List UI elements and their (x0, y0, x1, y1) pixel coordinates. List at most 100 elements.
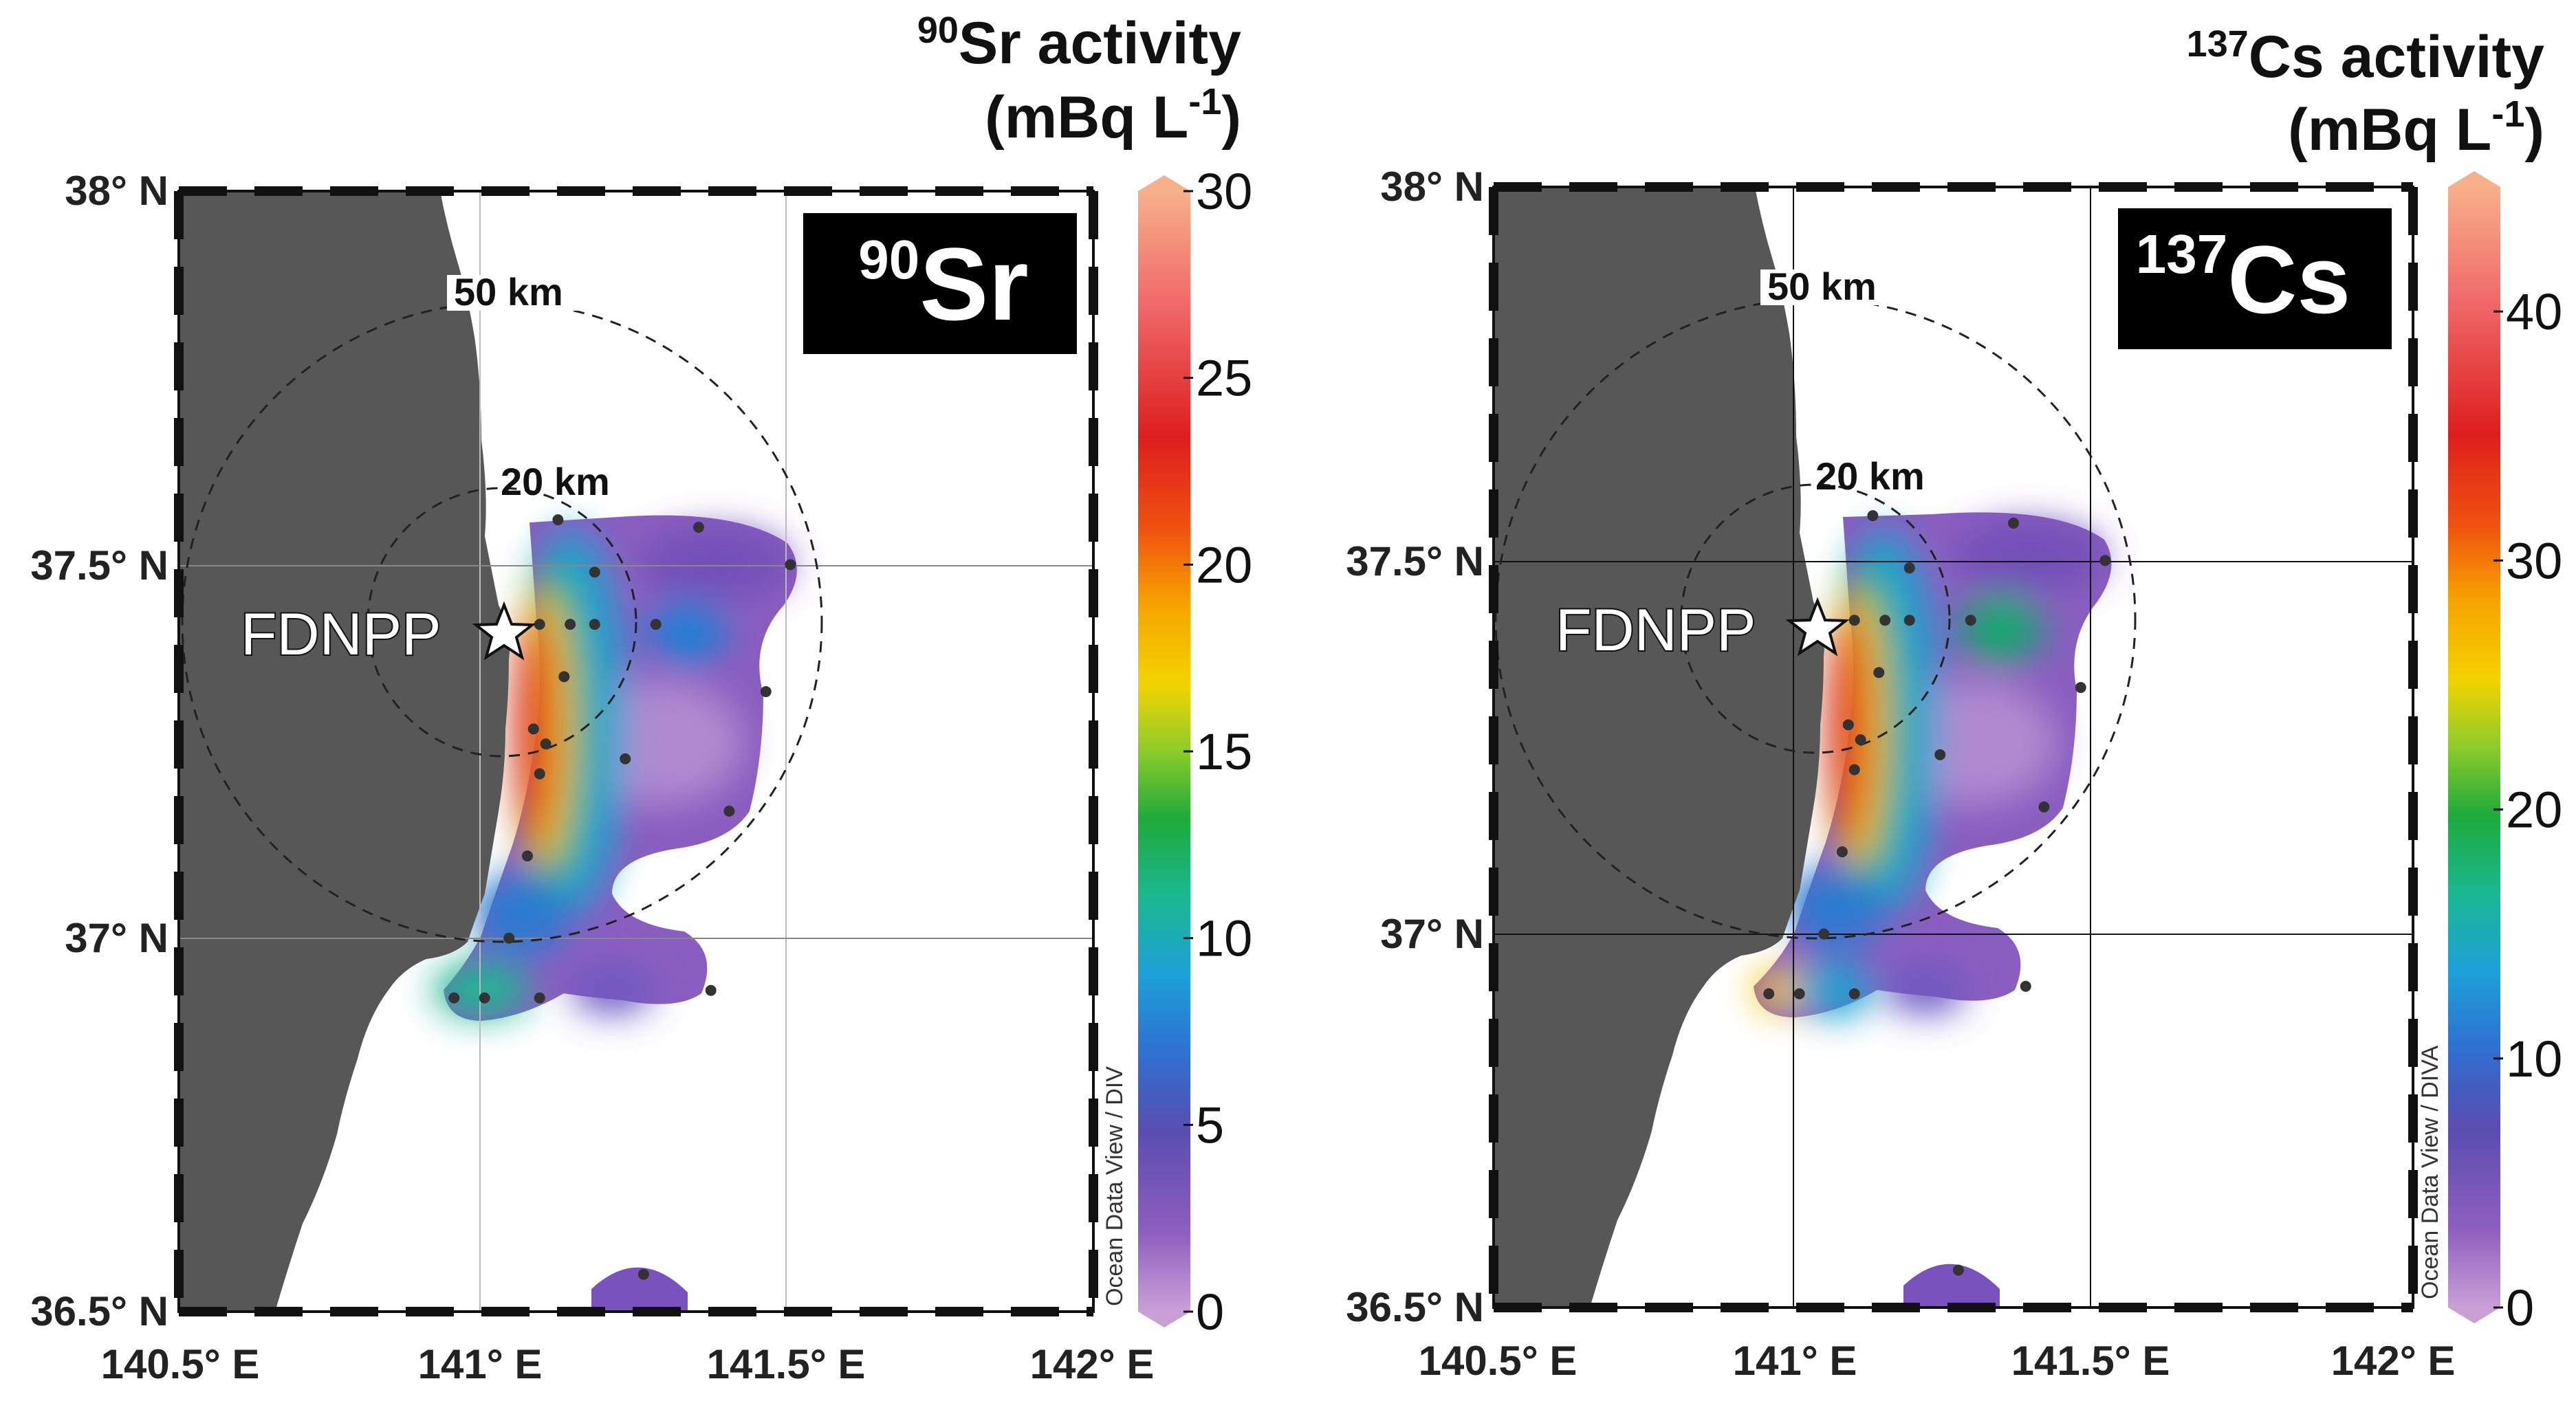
station-dot (1965, 615, 1976, 626)
station-dot (1867, 510, 1879, 522)
ring-50km-label: 50 km (454, 270, 563, 313)
station-dot (534, 768, 545, 780)
station-dot (1848, 988, 1860, 1000)
lon-label-142: 142° E (2331, 1338, 2456, 1384)
lon-label-141-5: 141.5° E (707, 1341, 866, 1387)
station-dot (1763, 988, 1775, 1000)
station-dot (2099, 555, 2111, 566)
station-dot (565, 619, 576, 630)
station-dot (521, 850, 533, 862)
station-dot (479, 992, 490, 1004)
credit: Ocean Data View / DIVA (2417, 1046, 2443, 1299)
stations (448, 514, 796, 1280)
colorbar-tick-label: 0 (1196, 1283, 1224, 1341)
station-dot (2007, 518, 2019, 529)
station-dot (637, 1268, 649, 1280)
lon-label-141-5: 141.5° E (2011, 1338, 2170, 1384)
station-dot (620, 753, 631, 764)
badge-label: 90Sr (858, 226, 1028, 342)
station-dot (2020, 980, 2031, 992)
station-dot (2038, 801, 2050, 813)
station-dot (503, 932, 515, 944)
station-dot (589, 566, 600, 578)
colorbar-tick-label: 0 (2506, 1279, 2534, 1336)
plant-label: FDNPP (1556, 597, 1756, 663)
ring-20km-label: 20 km (501, 460, 610, 503)
colorbar-tick-label: 10 (2506, 1030, 2562, 1088)
lon-label-142: 142° E (1030, 1341, 1155, 1387)
activity-field (1754, 512, 2112, 1308)
station-dot (1848, 615, 1860, 626)
lat-label-36-5: 36.5° N (1346, 1284, 1484, 1330)
cb-title-line2: (mBq L-1) (2288, 93, 2544, 163)
frame-ticks (1489, 182, 2418, 1312)
lat-label-36-5: 36.5° N (30, 1288, 168, 1334)
station-dot (760, 686, 772, 698)
ring-50km-label: 50 km (1767, 265, 1877, 308)
ring-20km (1680, 483, 1951, 754)
station-dot (534, 619, 545, 630)
activity-field (433, 515, 797, 1313)
badge (803, 213, 1077, 354)
map-sr: 50 km 20 km FDNPP 90Sr 38° N 37.5° N (30, 168, 1154, 1387)
station-dot (785, 559, 796, 571)
lon-label-140-5: 140.5° E (1419, 1338, 1578, 1384)
station-dot (723, 805, 735, 817)
lat-label-37-5: 37.5° N (30, 542, 168, 588)
stations (1763, 510, 2111, 1276)
credit: Ocean Data View / DIV (1102, 1066, 1128, 1306)
badge-label: 137Cs (2136, 223, 2350, 333)
lon-label-141: 141° E (1733, 1338, 1857, 1384)
station-dot (1848, 764, 1860, 775)
station-dot (650, 619, 662, 630)
colorbar-tick-label: 25 (1196, 350, 1252, 407)
graticule (179, 191, 1093, 1312)
station-dot (1793, 988, 1805, 1000)
colorbar-tick-label: 15 (1196, 723, 1252, 780)
map-cs: 50 km 20 km FDNPP 137Cs 38° N 37.5° N 37… (1346, 164, 2455, 1384)
lat-label-38: 38° N (1380, 164, 1484, 210)
panel-cs: 137Cs activity (mBq L-1) (1346, 23, 2562, 1384)
station-dot (1952, 1264, 1964, 1276)
colorbar-cs: 0 10 20 30 40 (2448, 171, 2562, 1336)
ring-20km (367, 487, 637, 758)
colorbar-tick-label: 20 (2506, 782, 2562, 839)
colorbar-tick-label: 40 (2506, 283, 2562, 340)
plant-label: FDNPP (241, 602, 441, 668)
station-dot (448, 992, 460, 1004)
cb-title-line2: (mBq L-1) (985, 81, 1241, 151)
station-dot (1836, 846, 1848, 858)
colorbar-tick-label: 20 (1196, 536, 1252, 593)
graticule (1494, 187, 2413, 1308)
station-dot (1903, 615, 1915, 626)
station-dot (527, 723, 539, 735)
station-dot (552, 514, 564, 526)
panel-sr: 90Sr activity (mBq L-1) (30, 10, 1252, 1387)
station-dot (692, 522, 704, 533)
station-dot (1842, 719, 1854, 731)
colorbar-tick-label: 30 (2506, 532, 2562, 589)
plant-star-icon (472, 601, 536, 661)
station-dot (2075, 682, 2086, 694)
lon-label-141: 141° E (418, 1341, 543, 1387)
colorbar-tick-label: 30 (1196, 163, 1252, 220)
station-dot (558, 671, 570, 683)
station-dot (1855, 734, 1866, 746)
frame-ticks (174, 186, 1098, 1316)
colorbar-tick-label: 5 (1196, 1096, 1224, 1154)
station-dot (705, 984, 717, 996)
land (1494, 187, 1824, 1308)
colorbar-tick-label: 10 (1196, 910, 1252, 967)
colorbar-sr: 0 5 10 15 20 25 30 (1138, 163, 1252, 1341)
station-dot (1934, 749, 1946, 760)
station-dot (1873, 667, 1885, 679)
lon-label-140-5: 140.5° E (101, 1341, 260, 1387)
lat-label-38: 38° N (65, 168, 168, 214)
cb-title-line1: 137Cs activity (2187, 23, 2544, 90)
lat-label-37: 37° N (65, 915, 168, 961)
station-dot (540, 738, 552, 750)
badge (2118, 208, 2392, 349)
ring-20km-label: 20 km (1815, 454, 1925, 498)
cb-title-line1: 90Sr activity (917, 10, 1241, 76)
